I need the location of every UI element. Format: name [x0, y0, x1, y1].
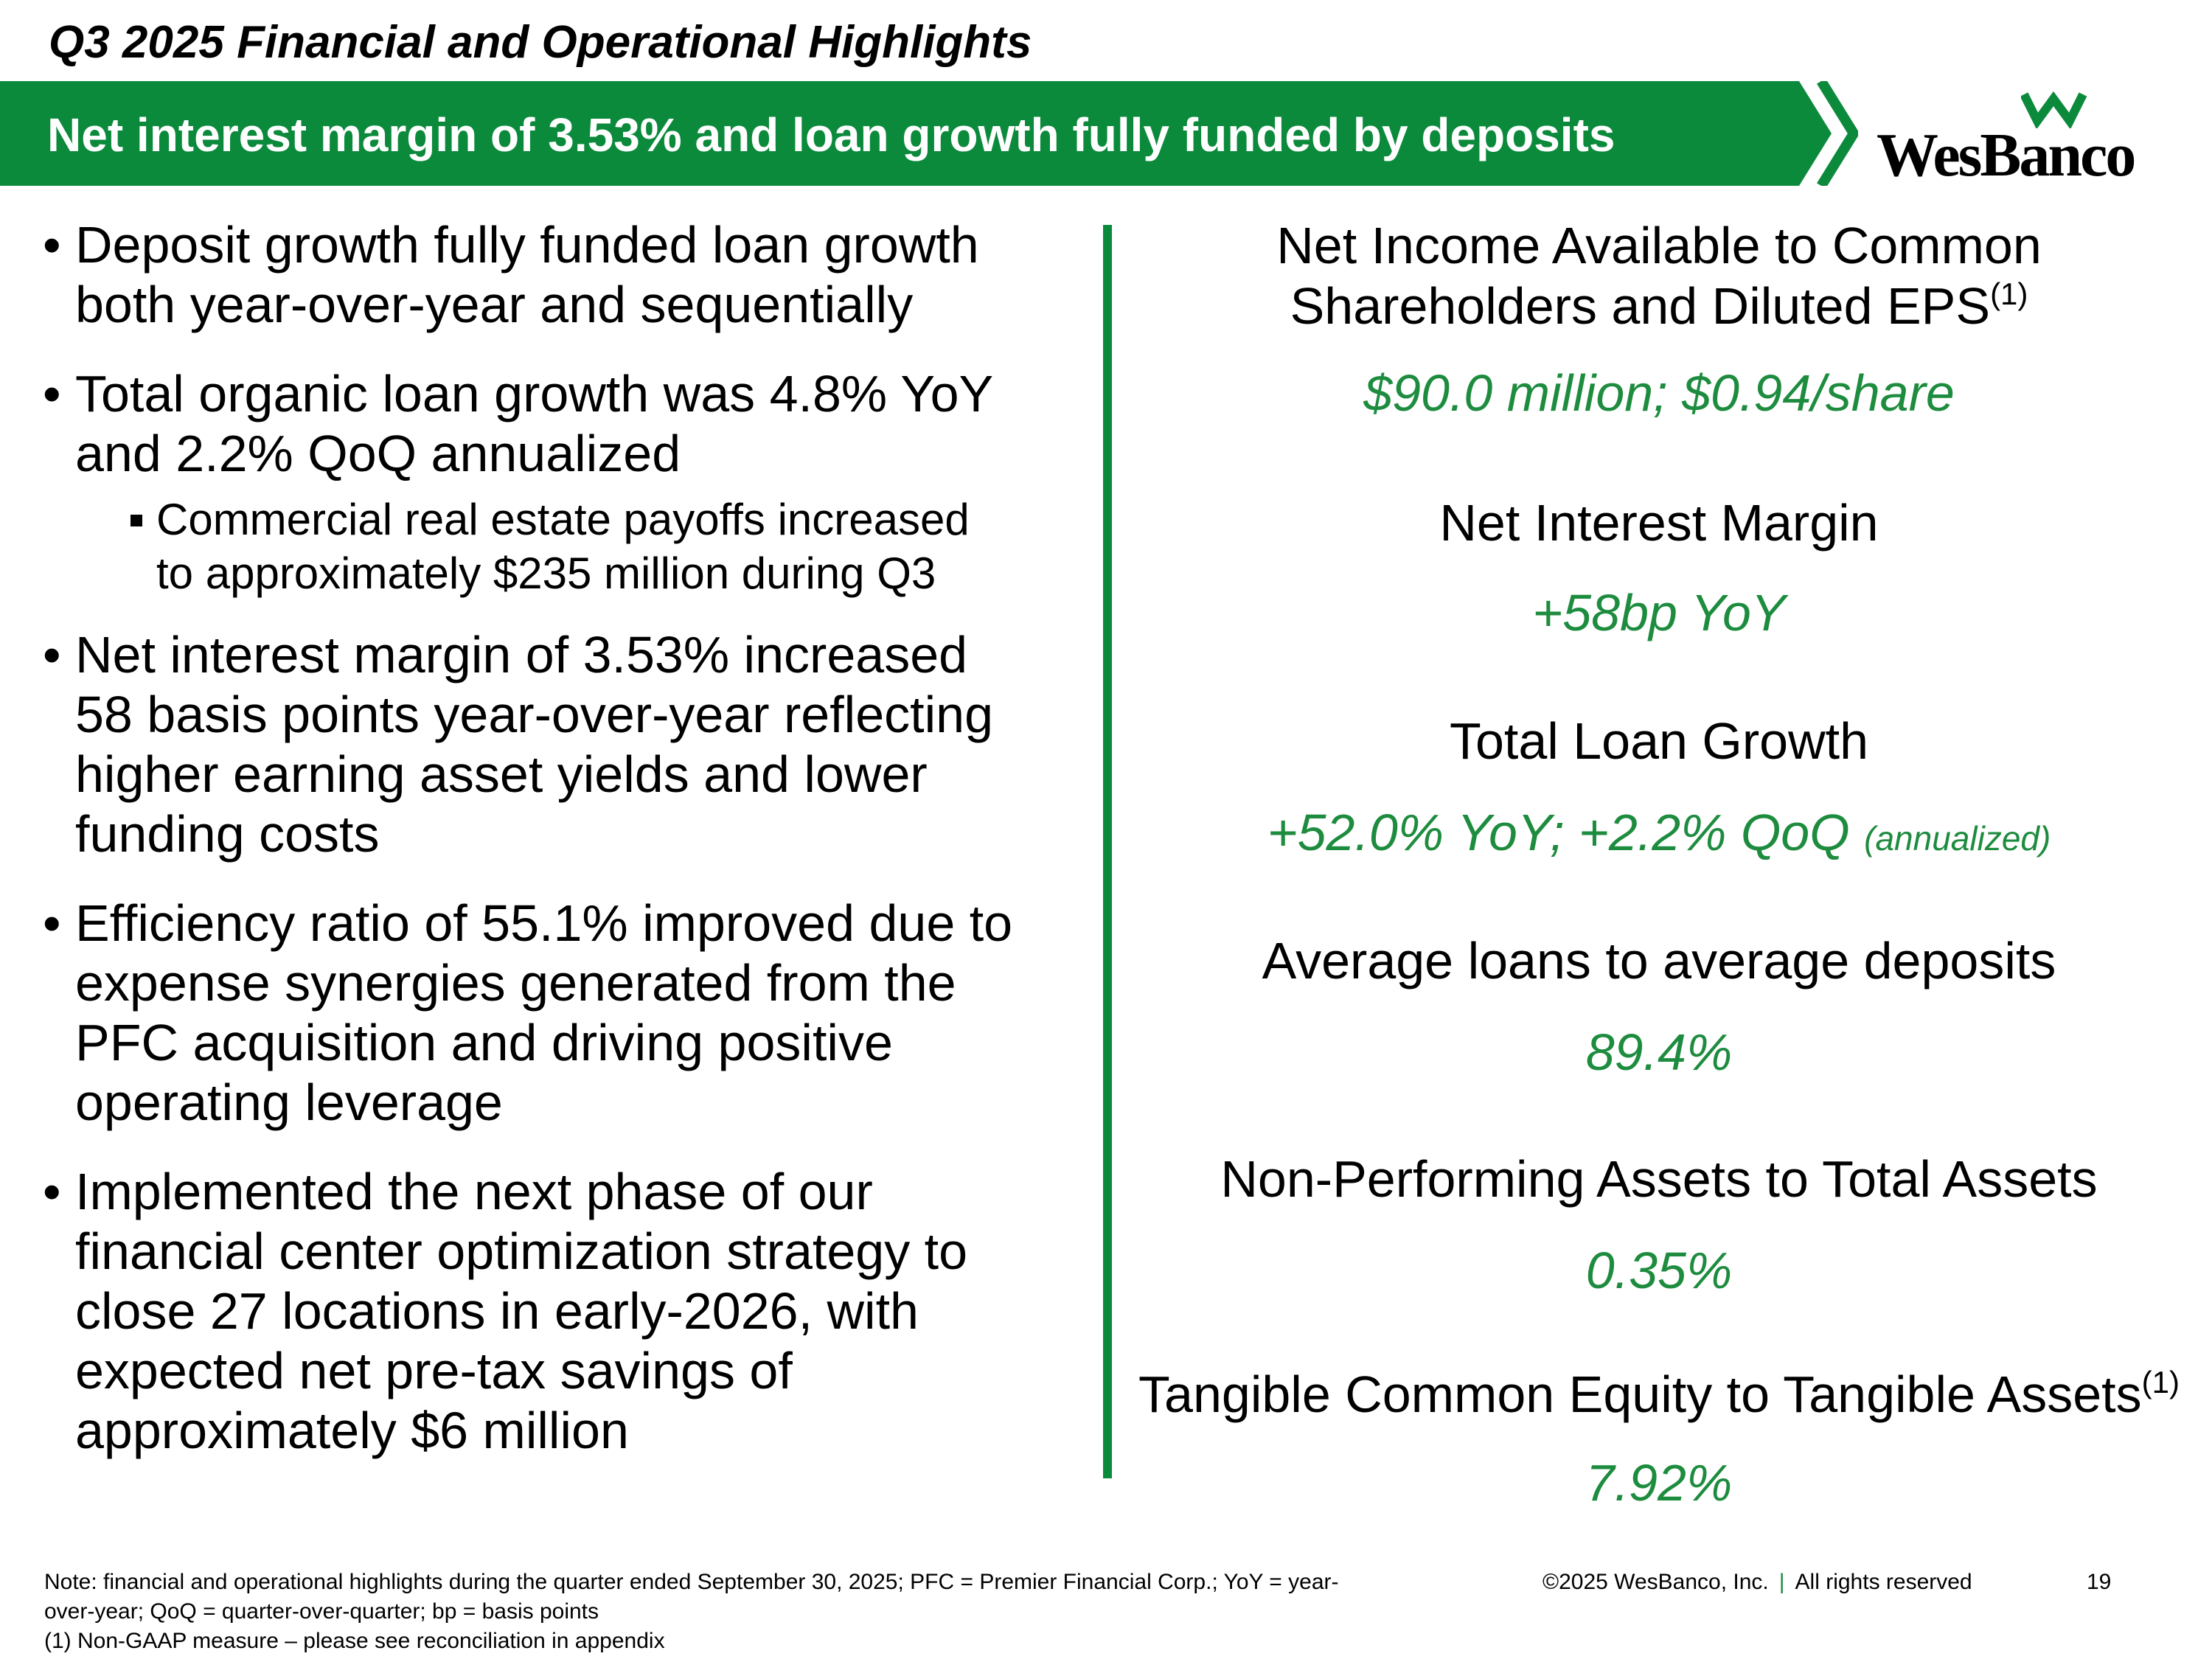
bullet-line: PFC acquisition and driving positive: [75, 1014, 893, 1071]
bullet-line: expense synergies generated from the: [75, 954, 956, 1012]
wesbanco-w-mark-icon: [2021, 91, 2087, 128]
kpi-label-line: Shareholders and Diluted EPS(1): [1113, 276, 2205, 336]
kpi-value-net-interest-margin: +58bp YoY: [1532, 584, 1786, 641]
bullet-dot: •: [43, 626, 61, 684]
highlights-list: • Deposit growth fully funded loan growt…: [38, 215, 1085, 1461]
bullet-line: 58 basis points year-over-year reflectin…: [75, 686, 994, 743]
footer-note-line: (1) Non-GAAP measure – please see reconc…: [44, 1629, 665, 1653]
kpi-value-total-loan-growth: +52.0% YoY; +2.2% QoQ (annualized): [1113, 802, 2205, 869]
page-number: 19: [2087, 1570, 2112, 1594]
sub-bullet-line: to approximately $235 million during Q3: [156, 549, 936, 598]
kpi-label-text: Shareholders and Diluted EPS: [1290, 277, 1991, 335]
bullet-line: Efficiency ratio of 55.1% improved due t…: [75, 894, 1013, 952]
vertical-divider: [1103, 225, 1112, 1478]
bullet-line: and 2.2% QoQ annualized: [75, 425, 681, 482]
kpi-label-line: Net Income Available to Common: [1276, 217, 2042, 274]
bullet-line: Total organic loan growth was 4.8% YoY: [75, 365, 994, 422]
bullet-dot: •: [43, 365, 61, 422]
kpi-label-text: Tangible Common Equity to Tangible Asset…: [1138, 1366, 2142, 1423]
kpi-value-loans-to-deposits: 89.4%: [1585, 1023, 1733, 1081]
wesbanco-logo: WesBanco: [1877, 87, 2142, 189]
banner-arrow-shape: [0, 81, 1858, 186]
bullet-line: expected net pre-tax savings of: [75, 1342, 793, 1399]
kpi-value-text: +52.0% YoY; +2.2% QoQ: [1267, 804, 1850, 861]
kpi-value-net-income: $90.0 million; $0.94/share: [1363, 364, 1955, 422]
kpi-value-npa-to-assets: 0.35%: [1585, 1242, 1733, 1299]
kpi-label-net-income: Net Income Available to Common Sharehold…: [1113, 215, 2205, 336]
footer-copyright: ©2025 WesBanco, Inc. | All rights reserved: [1543, 1568, 1972, 1597]
bullet-line: operating leverage: [75, 1074, 503, 1131]
kpi-value-tce-to-ta: 7.92%: [1585, 1454, 1733, 1512]
bullet-net-interest-margin: • Net interest margin of 3.53% increased…: [38, 625, 1085, 864]
slide-title: Q3 2025 Financial and Operational Highli…: [49, 17, 1032, 68]
kpi-label-loans-to-deposits: Average loans to average deposits: [1262, 932, 2056, 990]
bullet-financial-center-optimization: • Implemented the next phase of our fina…: [38, 1162, 1085, 1461]
bullet-line: Net interest margin of 3.53% increased: [75, 626, 968, 684]
square-bullet-icon: [131, 515, 142, 526]
sub-bullet-line: Commercial real estate payoffs increased: [156, 495, 970, 544]
kpi-label-net-interest-margin: Net Interest Margin: [1439, 494, 1879, 552]
footnote-marker: (1): [2141, 1365, 2180, 1399]
bullet-line: both year-over-year and sequentially: [75, 276, 914, 333]
bullet-line: funding costs: [75, 805, 380, 863]
bullet-line: Deposit growth fully funded loan growth: [75, 216, 979, 274]
footer-note-line: Note: financial and operational highligh…: [44, 1570, 1339, 1594]
footer-separator: |: [1778, 1570, 1785, 1594]
bullet-dot: •: [43, 1163, 61, 1220]
bullet-deposit-growth: • Deposit growth fully funded loan growt…: [38, 215, 1085, 335]
bullet-line: financial center optimization strategy t…: [75, 1222, 968, 1280]
footer-note: Note: financial and operational highligh…: [44, 1568, 1504, 1656]
kpi-value-annualized-note: (annualized): [1864, 819, 2051, 858]
bullet-loan-growth: • Total organic loan growth was 4.8% YoY…: [38, 364, 1085, 484]
rights-text: All rights reserved: [1795, 1570, 1972, 1594]
sub-bullet-cre-payoffs: Commercial real estate payoffs increased…: [38, 493, 1085, 600]
bullet-efficiency-ratio: • Efficiency ratio of 55.1% improved due…: [38, 894, 1085, 1133]
kpi-label-tce-to-ta: Tangible Common Equity to Tangible Asset…: [1113, 1364, 2205, 1425]
bullet-line: close 27 locations in early-2026, with: [75, 1282, 919, 1340]
bullet-line: approximately $6 million: [75, 1402, 629, 1459]
logo-wordmark: WesBanco: [1877, 121, 2136, 189]
kpi-label-total-loan-growth: Total Loan Growth: [1449, 712, 1869, 770]
bullet-dot: •: [43, 894, 61, 952]
kpi-label-npa-to-assets: Non-Performing Assets to Total Assets: [1220, 1150, 2098, 1208]
bullet-dot: •: [43, 216, 61, 274]
title-banner: Net interest margin of 3.53% and loan gr…: [0, 81, 1858, 186]
bullet-line: higher earning asset yields and lower: [75, 745, 928, 803]
footer-note-line: over-year; QoQ = quarter-over-quarter; b…: [44, 1599, 599, 1624]
bullet-line: Implemented the next phase of our: [75, 1163, 873, 1220]
copyright-text: ©2025 WesBanco, Inc.: [1543, 1570, 1769, 1594]
banner-headline: Net interest margin of 3.53% and loan gr…: [47, 108, 1615, 161]
footnote-marker: (1): [1990, 276, 2028, 311]
